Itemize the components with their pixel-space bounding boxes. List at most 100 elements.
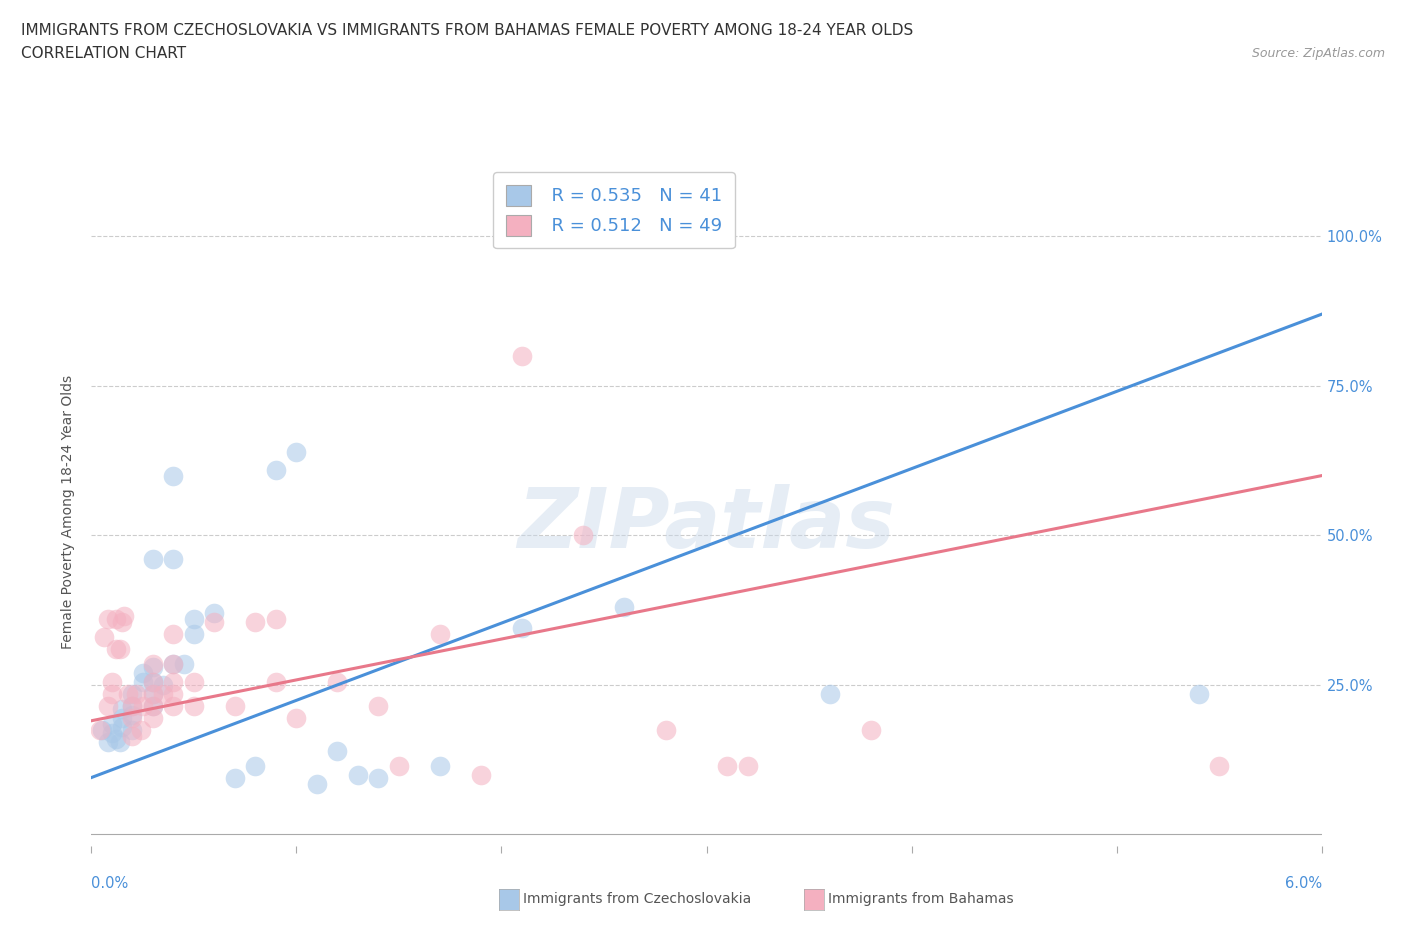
- Point: [142, 551, 165, 566]
- Point: [202, 605, 225, 620]
- Point: [347, 767, 370, 782]
- Point: [131, 666, 153, 681]
- Text: CORRELATION CHART: CORRELATION CHART: [21, 46, 186, 61]
- Y-axis label: Female Poverty Among 18-24 Year Olds: Female Poverty Among 18-24 Year Olds: [62, 375, 76, 648]
- Point: [152, 677, 174, 692]
- Point: [142, 698, 165, 713]
- Point: [818, 686, 841, 701]
- Text: 6.0%: 6.0%: [1285, 876, 1322, 891]
- Point: [129, 723, 152, 737]
- Point: [89, 723, 111, 737]
- Point: [111, 719, 134, 734]
- Point: [162, 657, 184, 671]
- Point: [737, 758, 759, 773]
- Point: [305, 776, 328, 790]
- Point: [105, 612, 127, 627]
- Point: [510, 620, 533, 635]
- Point: [131, 674, 153, 689]
- Point: [326, 674, 349, 689]
- Point: [121, 698, 143, 713]
- Point: [125, 686, 148, 701]
- Point: [162, 674, 184, 689]
- Point: [162, 686, 184, 701]
- Point: [202, 615, 225, 630]
- Point: [264, 612, 287, 627]
- Point: [224, 698, 246, 713]
- Point: [245, 758, 267, 773]
- Point: [716, 758, 738, 773]
- Point: [613, 600, 636, 615]
- Point: [111, 701, 134, 716]
- Point: [1208, 758, 1230, 773]
- Point: [101, 674, 124, 689]
- Point: [510, 349, 533, 364]
- Point: [97, 698, 120, 713]
- Point: [121, 708, 143, 723]
- Point: [108, 642, 131, 657]
- Point: [388, 758, 411, 773]
- Point: [112, 609, 135, 624]
- Point: [162, 627, 184, 642]
- Point: [572, 528, 595, 543]
- Point: [429, 758, 451, 773]
- Text: Immigrants from Czechoslovakia: Immigrants from Czechoslovakia: [523, 892, 751, 907]
- Point: [108, 735, 131, 750]
- Point: [142, 686, 165, 701]
- Point: [183, 627, 205, 642]
- Point: [105, 642, 127, 657]
- Point: [117, 686, 139, 701]
- Point: [121, 728, 143, 743]
- Point: [111, 615, 134, 630]
- Point: [121, 723, 143, 737]
- Point: [367, 770, 389, 785]
- Point: [183, 612, 205, 627]
- Point: [142, 686, 165, 701]
- Point: [264, 462, 287, 477]
- Text: IMMIGRANTS FROM CZECHOSLOVAKIA VS IMMIGRANTS FROM BAHAMAS FEMALE POVERTY AMONG 1: IMMIGRANTS FROM CZECHOSLOVAKIA VS IMMIGR…: [21, 23, 914, 38]
- Legend:   R = 0.535   N = 41,   R = 0.512   N = 49: R = 0.535 N = 41, R = 0.512 N = 49: [494, 172, 735, 248]
- Point: [367, 698, 389, 713]
- Point: [152, 686, 174, 701]
- Text: 0.0%: 0.0%: [91, 876, 128, 891]
- Point: [162, 468, 184, 483]
- Point: [111, 711, 134, 725]
- Point: [121, 698, 143, 713]
- Point: [142, 711, 165, 725]
- Point: [162, 551, 184, 566]
- Point: [142, 698, 165, 713]
- Point: [224, 770, 246, 785]
- Point: [654, 723, 676, 737]
- Point: [142, 674, 165, 689]
- Point: [326, 743, 349, 758]
- Point: [173, 657, 195, 671]
- Point: [97, 612, 120, 627]
- Point: [1187, 686, 1209, 701]
- Point: [183, 698, 205, 713]
- Point: [105, 731, 127, 746]
- Point: [285, 445, 308, 459]
- Point: [285, 711, 308, 725]
- Text: Source: ZipAtlas.com: Source: ZipAtlas.com: [1251, 46, 1385, 60]
- Point: [121, 686, 143, 701]
- Point: [90, 723, 112, 737]
- Point: [142, 674, 165, 689]
- Point: [429, 627, 451, 642]
- Point: [101, 686, 124, 701]
- Point: [131, 698, 153, 713]
- Point: [97, 735, 120, 750]
- Point: [470, 767, 492, 782]
- Point: [121, 711, 143, 725]
- Text: ZIPatlas: ZIPatlas: [517, 485, 896, 565]
- Text: Immigrants from Bahamas: Immigrants from Bahamas: [828, 892, 1014, 907]
- Point: [245, 615, 267, 630]
- Point: [93, 630, 115, 644]
- Point: [264, 674, 287, 689]
- Point: [162, 698, 184, 713]
- Point: [101, 725, 124, 740]
- Point: [142, 657, 165, 671]
- Point: [142, 659, 165, 674]
- Point: [183, 674, 205, 689]
- Point: [859, 723, 882, 737]
- Point: [101, 716, 124, 731]
- Point: [162, 657, 184, 671]
